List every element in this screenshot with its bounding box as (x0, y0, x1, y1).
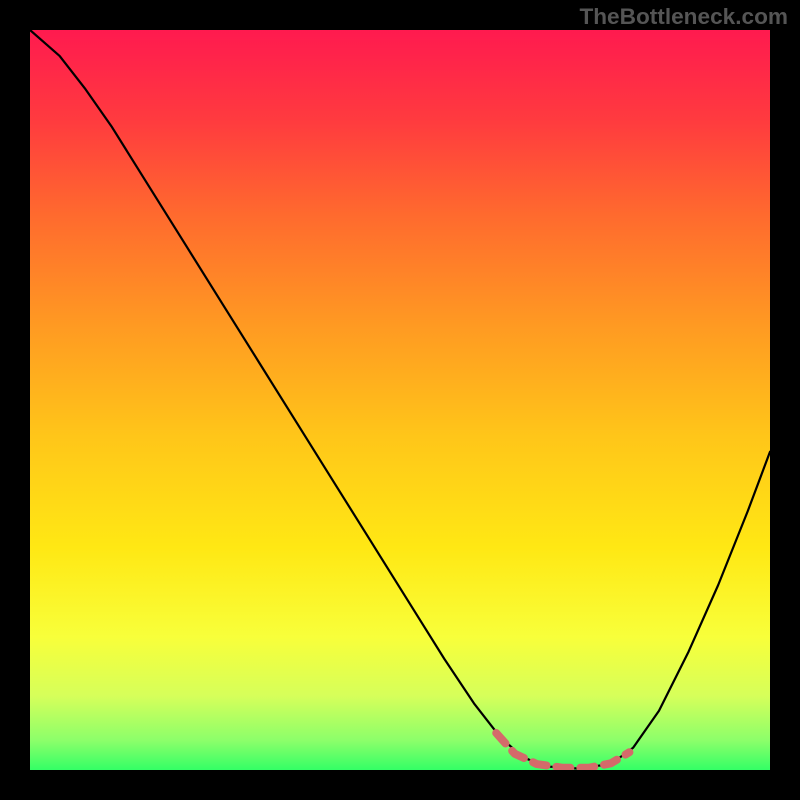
chart-plot-area (30, 30, 770, 770)
chart-svg (30, 30, 770, 770)
chart-background (30, 30, 770, 770)
watermark-text: TheBottleneck.com (579, 4, 788, 30)
